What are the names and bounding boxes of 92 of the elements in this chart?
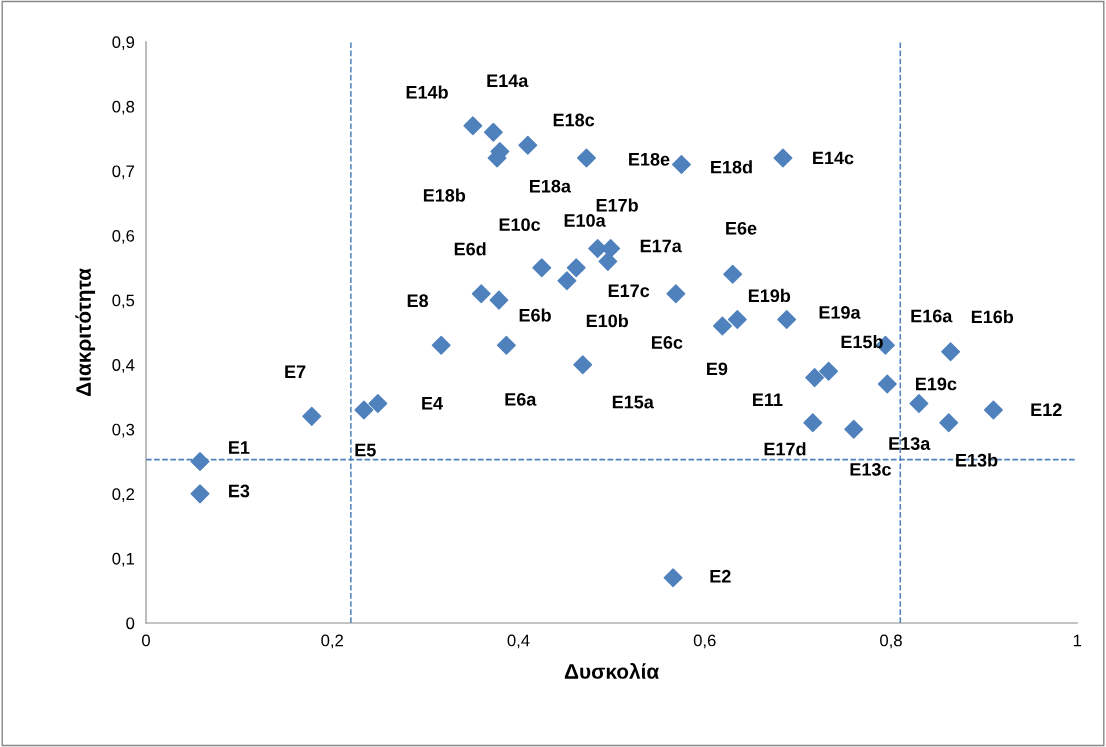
annotation: E6d	[454, 242, 486, 256]
annotation: E19c	[916, 377, 957, 391]
annotation: E18c	[553, 113, 595, 127]
point	[557, 271, 577, 291]
annotation: E5	[355, 443, 376, 457]
point	[666, 284, 686, 304]
point	[941, 342, 961, 362]
point	[939, 413, 959, 433]
annotation: E18a	[529, 179, 572, 193]
x-tick-label: 0,2	[321, 634, 343, 649]
point	[819, 361, 839, 381]
annotation: E13a	[889, 437, 931, 450]
annotation: E14a	[487, 74, 529, 88]
point	[496, 335, 516, 355]
y-tick-label: 0,9	[112, 36, 135, 50]
annotation: E12	[1031, 403, 1062, 416]
annotation: E6b	[519, 308, 551, 322]
annotation: E15a	[612, 395, 654, 409]
point	[471, 284, 491, 304]
point	[727, 310, 747, 329]
annotation: E16a	[911, 309, 953, 323]
annotation: E17c	[608, 284, 650, 298]
annotation: E18b	[423, 188, 466, 202]
point	[773, 148, 793, 168]
y-tick-label: 0,2	[112, 488, 135, 503]
point	[573, 355, 593, 375]
annotation: E10b	[586, 314, 629, 328]
point	[576, 148, 596, 168]
point	[983, 400, 1003, 420]
x-tick-label: 0,8	[880, 634, 902, 649]
annotation: E6e	[726, 221, 757, 235]
annotation: E18e	[629, 152, 670, 166]
point	[302, 406, 322, 426]
x-axis-title: Δυσκολία	[564, 663, 659, 679]
annotation: E1	[229, 441, 250, 454]
x-tick-label: 1	[1073, 634, 1082, 647]
y-axis-title: Διακριτότητα	[75, 268, 96, 396]
point	[483, 122, 503, 142]
y-tick-label: 0,6	[112, 229, 135, 244]
y-tick-label: 0,8	[112, 100, 135, 115]
point	[723, 264, 743, 284]
annotation: E17a	[640, 239, 682, 253]
annotation: E11	[753, 393, 783, 406]
annotation: E17d	[764, 442, 806, 456]
x-tick-label: 0	[142, 634, 150, 647]
point	[663, 568, 683, 588]
y-tick-label: 0,5	[112, 294, 135, 309]
annotation: E4	[422, 397, 443, 410]
annotation: E10c	[499, 218, 541, 232]
annotation: E19b	[748, 288, 791, 303]
point	[566, 258, 586, 278]
x-tick-label: 0,4	[507, 634, 530, 649]
point	[877, 374, 897, 394]
annotation: E16b	[971, 310, 1014, 324]
annotation: E8	[407, 294, 429, 308]
annotation: E14c	[813, 151, 854, 165]
point	[712, 316, 732, 336]
point	[803, 413, 823, 433]
point	[190, 484, 210, 504]
point	[190, 452, 210, 472]
annotation: E3	[229, 484, 250, 498]
annotation: E14b	[406, 85, 448, 99]
point	[368, 393, 388, 413]
annotation: E13c	[850, 463, 891, 476]
point	[844, 419, 864, 439]
point	[532, 258, 552, 278]
y-tick-label: 0,4	[112, 359, 135, 373]
annotation: E6c	[652, 336, 683, 349]
point	[518, 135, 538, 155]
annotation: E9	[707, 362, 728, 376]
annotation: E15b	[841, 334, 883, 349]
point	[909, 393, 929, 413]
point	[463, 116, 483, 136]
y-tick-label: 0,3	[112, 423, 135, 438]
y-tick-label: 0,7	[112, 165, 135, 180]
point	[489, 290, 509, 310]
annotation: E17b	[596, 198, 638, 212]
y-tick-label: 0	[126, 617, 135, 630]
y-tick-label: 0,1	[112, 552, 135, 567]
point	[598, 251, 618, 271]
annotation: E18d	[711, 160, 752, 174]
annotation: E6a	[505, 392, 537, 406]
point	[431, 335, 451, 355]
annotation: E2	[710, 569, 731, 583]
annotation: E7	[285, 365, 306, 378]
annotation: E10a	[564, 214, 606, 227]
point	[777, 310, 797, 329]
point	[671, 155, 691, 175]
annotation: E19a	[819, 306, 861, 319]
point	[805, 368, 825, 388]
point	[354, 400, 374, 420]
x-tick-label: 0,6	[693, 634, 716, 649]
